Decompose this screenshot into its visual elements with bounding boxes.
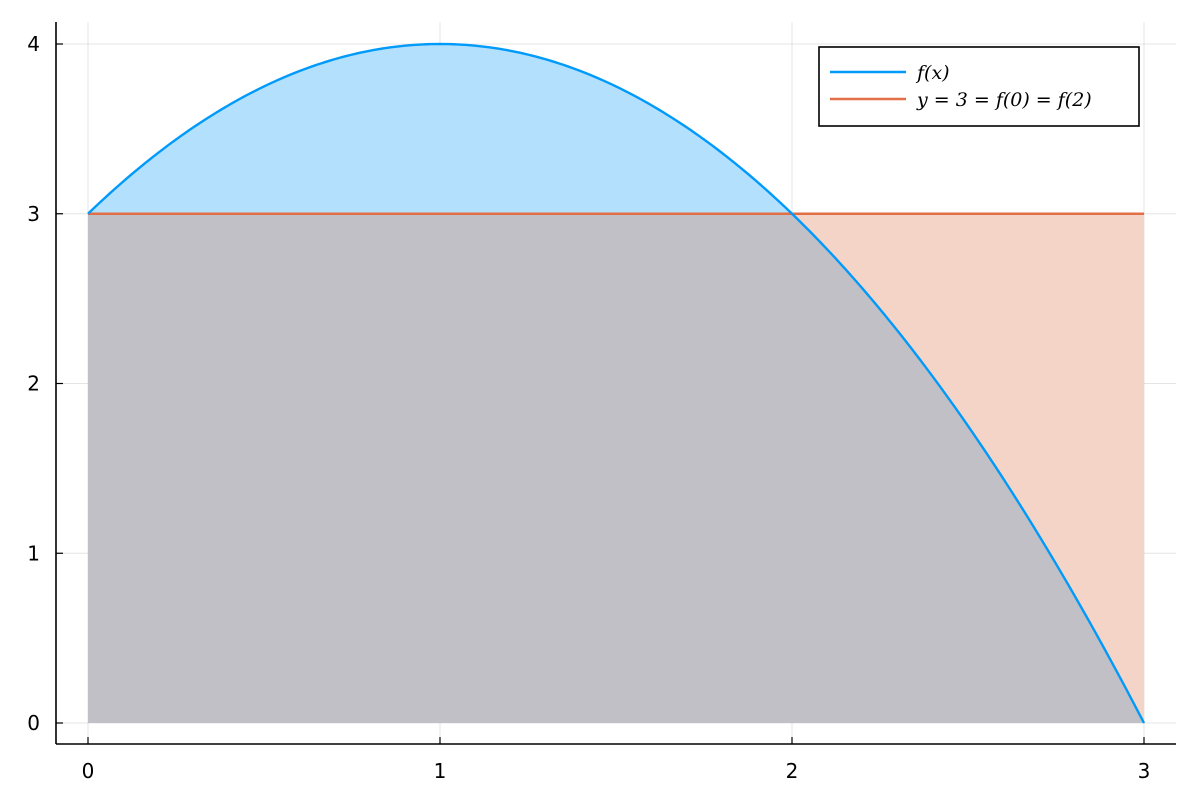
- legend-label: y = 3 = f(0) = f(2): [916, 89, 1092, 111]
- x-tick-label: 2: [786, 759, 799, 783]
- x-tick-label: 0: [82, 759, 95, 783]
- y-tick-label: 1: [27, 541, 40, 565]
- y-tick-label: 4: [27, 32, 40, 56]
- y-tick-label: 0: [27, 711, 40, 735]
- legend-item-fx: f(x): [830, 62, 950, 84]
- y-tick-label: 2: [27, 372, 40, 396]
- legend-item-constant: y = 3 = f(0) = f(2): [830, 89, 1092, 111]
- tick-labels: 0 1 2 3 0 1 2 3 4: [27, 32, 1150, 783]
- axes: [55, 22, 1176, 745]
- y-tick-label: 3: [27, 202, 40, 226]
- series-lines: [87, 42, 1146, 724]
- legend-label: f(x): [915, 62, 950, 84]
- x-tick-label: 3: [1138, 759, 1151, 783]
- fill-areas: [88, 44, 1144, 723]
- x-tick-label: 1: [434, 759, 447, 783]
- legend-box: [818, 46, 1140, 127]
- overlap-area: [88, 213, 1144, 723]
- fx-line: [87, 42, 1146, 724]
- legend: f(x) y = 3 = f(0) = f(2): [818, 46, 1140, 127]
